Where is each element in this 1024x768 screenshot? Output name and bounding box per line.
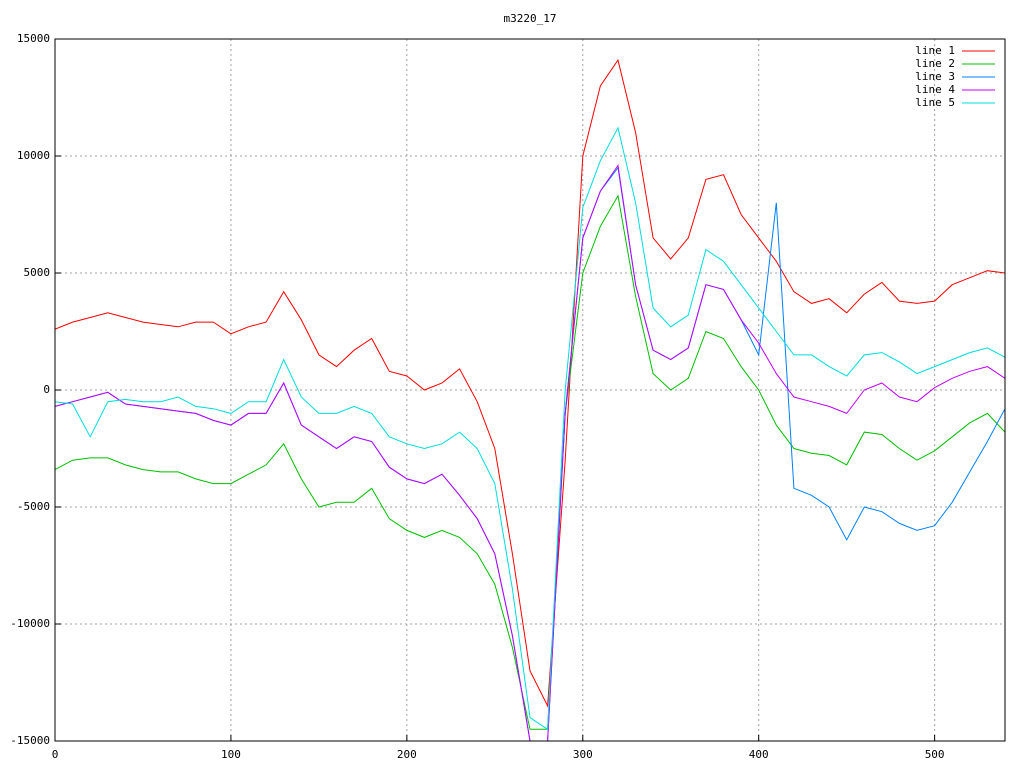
- x-tick-label: 100: [221, 748, 241, 761]
- legend-label: line 3: [915, 70, 955, 83]
- series-line: [55, 164, 1005, 741]
- y-tick-label: 15000: [17, 32, 50, 45]
- legend-label: line 5: [915, 96, 955, 109]
- chart-title: m3220_17: [504, 12, 557, 25]
- x-tick-label: 400: [749, 748, 769, 761]
- y-tick-label: 0: [43, 383, 50, 396]
- plot-frame: [54, 38, 1006, 742]
- y-tick-label: -5000: [17, 500, 50, 513]
- series-line: [55, 58, 1005, 708]
- x-tick-label: 300: [573, 748, 593, 761]
- series-line: [55, 194, 1005, 730]
- y-tick-label: 10000: [17, 149, 50, 162]
- legend-label: line 1: [915, 44, 955, 57]
- y-tick-label: -15000: [10, 734, 50, 747]
- series-line: [55, 126, 1005, 731]
- legend-label: line 4: [915, 83, 955, 96]
- y-tick-label: 5000: [24, 266, 51, 279]
- x-tick-label: 200: [397, 748, 417, 761]
- x-tick-label: 500: [925, 748, 945, 761]
- x-tick-label: 0: [52, 748, 59, 761]
- legend-label: line 2: [915, 57, 955, 70]
- y-tick-label: -10000: [10, 617, 50, 630]
